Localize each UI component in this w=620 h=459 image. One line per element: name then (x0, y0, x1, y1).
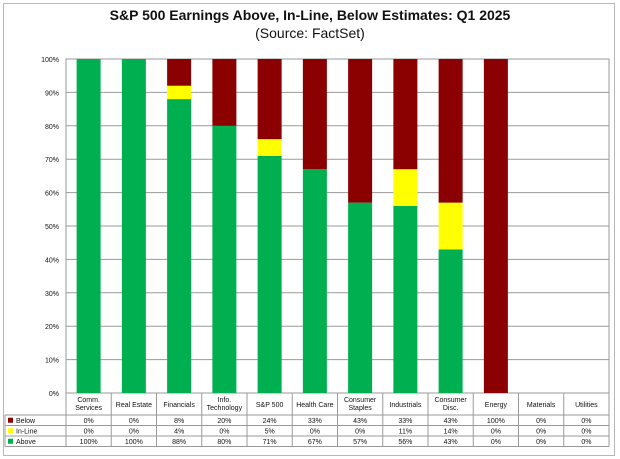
x-category-label: Comm. Services (75, 397, 102, 412)
table-value: 56% (398, 439, 412, 446)
bar-above (438, 249, 463, 393)
table-value: 0% (536, 439, 546, 446)
table-value: 11% (399, 428, 413, 435)
x-category-label: Industrials (389, 402, 421, 409)
y-tick-label: 40% (45, 257, 59, 264)
bar-below (348, 59, 373, 203)
bar-above (393, 205, 418, 393)
legend-key-below (8, 417, 13, 423)
y-tick-label: 30% (45, 291, 59, 298)
bar-in-line (438, 202, 463, 250)
y-tick-label: 70% (45, 157, 59, 164)
x-category-label: S&P 500 (256, 402, 284, 409)
table-value: 80% (217, 439, 231, 446)
table-value: 33% (398, 418, 412, 425)
table-value: 0% (536, 418, 546, 425)
gridlines (65, 58, 610, 394)
y-tick-label: 90% (45, 90, 59, 97)
chart-title: S&P 500 Earnings Above, In-Line, Below E… (109, 7, 511, 23)
bar-in-line (167, 85, 192, 100)
table-value: 88% (172, 439, 186, 446)
table-value: 0% (310, 428, 320, 435)
table-value: 8% (174, 418, 184, 425)
x-category-label: Info. Technology (207, 397, 243, 412)
bar-above (348, 202, 373, 393)
bar-above (302, 169, 327, 393)
table-value: 0% (129, 418, 139, 425)
table-value: 14% (444, 428, 458, 435)
bar-above (76, 59, 101, 393)
table-value: 24% (263, 418, 277, 425)
data-table: Comm. Services Real Estate Financials Info. T… (4, 393, 610, 447)
table-value: 0% (129, 428, 139, 435)
y-tick-label: 60% (45, 191, 59, 198)
bar-below (257, 59, 282, 140)
table-value: 100% (487, 418, 505, 425)
y-tick-label: 80% (45, 124, 59, 131)
x-category-label: Health Care (296, 402, 333, 409)
bar-below (393, 59, 418, 170)
table-value: 0% (581, 418, 591, 425)
bar-below (483, 59, 508, 393)
legend-label: Below (16, 418, 36, 425)
table-value: 43% (353, 418, 367, 425)
table-value: 43% (444, 439, 458, 446)
legend-label: In-Line (16, 428, 38, 435)
table-value: 4% (174, 428, 184, 435)
bar-in-line (393, 169, 418, 206)
table-value: 0% (491, 439, 501, 446)
bar-below (302, 59, 327, 170)
bar-above (167, 99, 192, 393)
table-value: 0% (84, 418, 94, 425)
bar-in-line (257, 139, 282, 156)
table-value: 5% (265, 428, 275, 435)
x-category-label: Consumer Staples (344, 397, 377, 412)
y-tick-label: 100% (41, 57, 59, 64)
bar-below (167, 59, 192, 86)
table-value: 0% (536, 428, 546, 435)
bar-above (121, 59, 146, 393)
table-value: 100% (125, 439, 143, 446)
table-value: 0% (219, 428, 229, 435)
table-value: 43% (444, 418, 458, 425)
x-category-label: Energy (485, 402, 508, 409)
table-value: 20% (217, 418, 231, 425)
y-tick-label: 10% (45, 358, 59, 365)
table-value: 0% (491, 428, 501, 435)
y-axis-ticks: 0% 10% 20% 30% 40% 50% 60% 70% 80% 90% 100% (41, 57, 59, 398)
y-tick-label: 20% (45, 324, 59, 331)
x-category-label: Consumer Disc. (434, 397, 467, 412)
table-value: 67% (308, 439, 322, 446)
x-category-label: Utilities (575, 402, 598, 409)
y-tick-label: 50% (45, 224, 59, 231)
legend-label: Above (16, 439, 36, 446)
chart-subtitle: (Source: FactSet) (255, 25, 365, 41)
bars (76, 59, 508, 394)
bar-below (212, 59, 237, 126)
legend-key-above (8, 438, 13, 444)
table-value: 71% (263, 439, 277, 446)
bar-above (212, 125, 237, 394)
bar-above (257, 155, 282, 393)
table-value: 0% (355, 428, 365, 435)
table-value: 57% (353, 439, 367, 446)
table-value: 0% (581, 428, 591, 435)
legend-key-in-line (8, 428, 13, 434)
table-value: 100% (80, 439, 98, 446)
bar-below (438, 59, 463, 203)
table-value: 33% (308, 418, 322, 425)
y-tick-label: 0% (49, 391, 59, 398)
x-category-label: Real Estate (116, 402, 152, 409)
table-value: 0% (581, 439, 591, 446)
x-category-label: Financials (163, 402, 195, 409)
table-value: 0% (84, 428, 94, 435)
x-category-label: Materials (527, 402, 556, 409)
